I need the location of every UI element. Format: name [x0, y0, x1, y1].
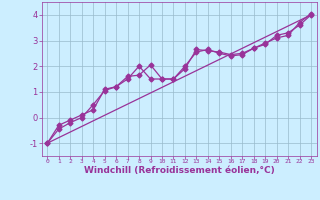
X-axis label: Windchill (Refroidissement éolien,°C): Windchill (Refroidissement éolien,°C) — [84, 166, 275, 175]
